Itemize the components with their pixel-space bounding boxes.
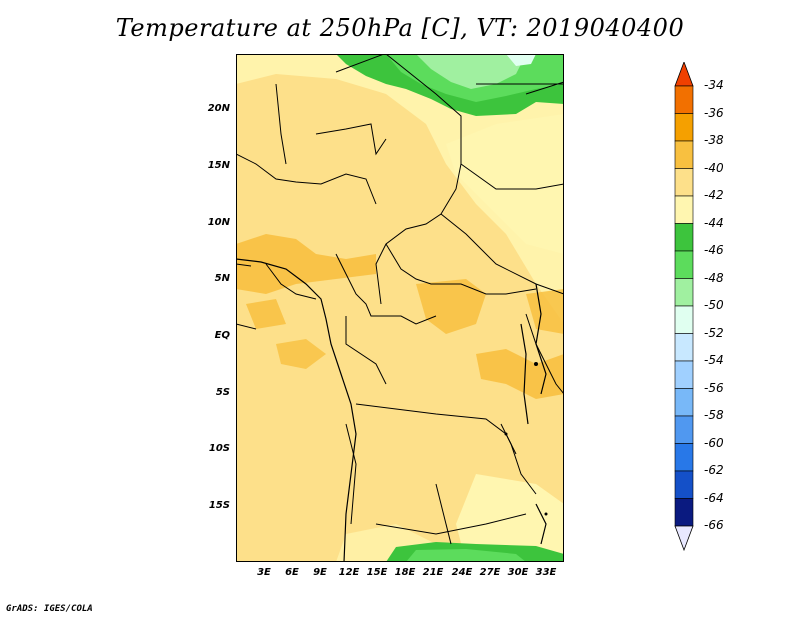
coldest-region-north (416, 54, 526, 89)
lon-tick-12e: 12E (338, 567, 360, 578)
lon-tick-18e: 18E (394, 567, 416, 578)
lake-marks (504, 362, 548, 516)
colorbar-block (674, 223, 694, 252)
colorbar-label: -64 (704, 490, 724, 505)
colorbar-label: -46 (704, 243, 724, 257)
colorbar-label: -38 (704, 133, 724, 147)
lon-tick-21e: 21E (422, 567, 444, 578)
colorbar-block (674, 470, 694, 499)
colorbar-label: -34 (704, 78, 724, 92)
colorbar-block (674, 415, 694, 444)
map-frame (236, 54, 564, 562)
colorbar-block (674, 250, 694, 279)
colorbar-label: -48 (704, 270, 724, 285)
warm-band-equatorial (236, 234, 376, 294)
colorbar-label: -56 (704, 380, 724, 395)
colorbar-block (674, 443, 694, 472)
lon-tick-27e: 27E (479, 567, 501, 578)
colorbar-label: -40 (704, 160, 724, 175)
colorbar-block (674, 278, 694, 307)
pale-region-north (236, 54, 564, 324)
lon-tick-30e: 30E (507, 567, 529, 578)
colorbar-label: -42 (704, 188, 724, 202)
coastlines (236, 258, 547, 562)
colorbar-label: -44 (704, 215, 724, 230)
colorbar-label: -36 (704, 105, 724, 120)
colorbar-block (674, 85, 694, 114)
lon-tick-9e: 9E (313, 567, 327, 578)
lon-tick-3e: 3E (257, 567, 271, 578)
colorbar-label: -54 (704, 353, 724, 367)
lon-tick-6e: 6E (285, 567, 299, 578)
colorbar-block (674, 333, 694, 362)
colorbar-block (674, 388, 694, 417)
colorbar-label: -58 (704, 408, 724, 422)
colorbar-block (674, 498, 694, 527)
colorbar-label: -62 (704, 463, 724, 477)
colorbar (674, 62, 694, 552)
warm-patch-coast (246, 299, 286, 329)
warm-patch-lakes (526, 289, 564, 334)
colorbar-blocks (674, 62, 694, 552)
map-panel (236, 54, 564, 562)
colorbar-arrow-top (674, 62, 694, 87)
colorbar-block (674, 113, 694, 142)
warm-patch-congo (416, 279, 486, 334)
coldest-patch-north (506, 54, 536, 66)
lat-tick-5s: 5S (215, 387, 230, 398)
warm-patch-west (276, 339, 326, 369)
colorbar-label: -52 (704, 325, 724, 340)
colorbar-label: -60 (704, 435, 724, 450)
colorbar-block (674, 140, 694, 169)
lat-tick-10s: 10S (208, 443, 230, 454)
lon-tick-33e: 33E (535, 567, 557, 578)
chart-title: Temperature at 250hPa [C], VT: 201904040… (115, 14, 685, 42)
lat-tick-15n: 15N (207, 160, 230, 171)
colorbar-block (674, 195, 694, 224)
lat-tick-10n: 10N (207, 217, 230, 228)
colorbar-arrow-bottom (674, 525, 694, 552)
pale-region-northeast (446, 114, 564, 254)
lat-tick-15s: 15S (208, 500, 230, 511)
lat-tick-5n: 5N (214, 273, 230, 284)
colorbar-block (674, 168, 694, 197)
colder-region-south (406, 549, 526, 562)
colorbar-label: -50 (704, 298, 724, 312)
warm-patch-east (476, 349, 564, 399)
lat-tick-eq: EQ (214, 330, 230, 341)
colorbar-block (674, 360, 694, 389)
colorbar-block (674, 305, 694, 334)
lon-tick-15e: 15E (366, 567, 388, 578)
footer-credit: GrADS: IGES/COLA (6, 604, 93, 614)
lat-tick-20n: 20N (207, 103, 230, 114)
temperature-map (236, 54, 564, 562)
colorbar-label: -66 (704, 518, 724, 532)
lon-tick-24e: 24E (451, 567, 473, 578)
